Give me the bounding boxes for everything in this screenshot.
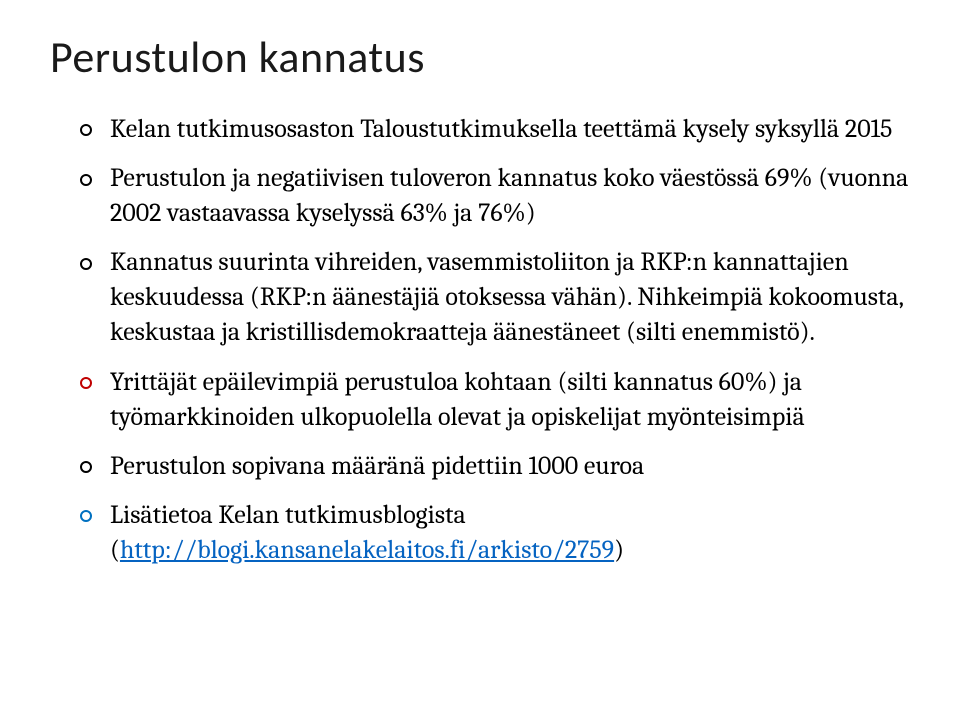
- bullet-text: Yrittäjät epäilevimpiä perustuloa kohtaa…: [110, 367, 805, 432]
- bullet-item: Kannatus suurinta vihreiden, vasemmistol…: [80, 245, 910, 350]
- bullet-text: Perustulon sopivana määränä pidettiin 10…: [110, 451, 644, 481]
- slide-title: Perustulon kannatus: [50, 30, 910, 84]
- source-link[interactable]: http://blogi.kansanelakelaitos.fi/arkist…: [120, 535, 614, 565]
- bullet-item: Perustulon sopivana määränä pidettiin 10…: [80, 449, 910, 484]
- bullet-item: Kelan tutkimusosaston Taloustutkimuksell…: [80, 112, 910, 147]
- bullet-item: Yrittäjät epäilevimpiä perustuloa kohtaa…: [80, 365, 910, 435]
- bullet-item: Perustulon ja negatiivisen tuloveron kan…: [80, 161, 910, 231]
- bullet-text-suffix: ): [614, 535, 624, 565]
- bullet-text: Kelan tutkimusosaston Taloustutkimuksell…: [110, 114, 892, 144]
- bullet-text: Perustulon ja negatiivisen tuloveron kan…: [110, 163, 908, 228]
- bullet-text: Kannatus suurinta vihreiden, vasemmistol…: [110, 247, 903, 347]
- bullet-item: Lisätietoa Kelan tutkimusblogista (http:…: [80, 498, 910, 568]
- bullet-list: Kelan tutkimusosaston Taloustutkimuksell…: [50, 112, 910, 568]
- slide: Perustulon kannatus Kelan tutkimusosasto…: [0, 0, 960, 714]
